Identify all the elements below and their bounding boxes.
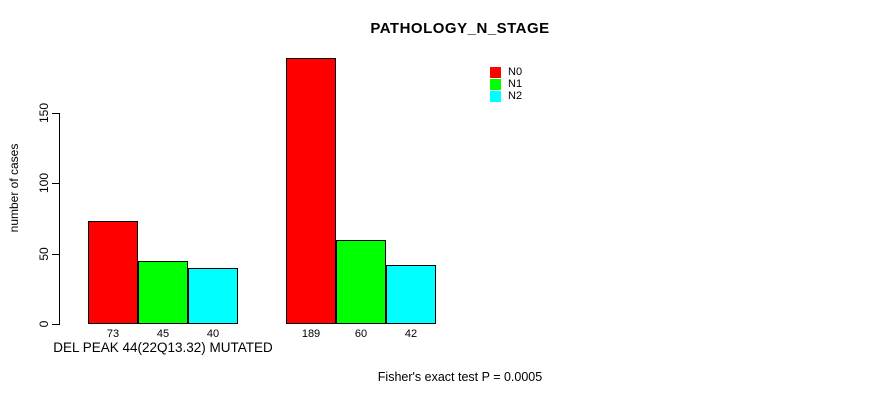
y-tick-label: 150 [37,102,51,124]
bar-value-label: 189 [301,328,321,340]
legend-label: N2 [508,90,523,102]
legend-row-N2: N2 [490,90,522,102]
bar-value-label: 42 [404,328,418,340]
legend-row-N0: N0 [490,66,522,78]
bar-value-label: 45 [156,328,170,340]
bar-N0-group2 [286,58,336,324]
y-tick-label: 100 [37,172,51,194]
bar-value-label: 73 [106,328,120,340]
y-tick [52,324,59,325]
y-tick-label: 50 [37,247,51,261]
bar-N1-group1 [138,261,188,324]
y-tick [52,183,59,184]
legend-label: N1 [508,78,523,90]
y-axis-label: number of cases [7,143,21,233]
legend-swatch-N1 [490,78,501,90]
legend: N0 N1 N2 [490,66,522,102]
y-tick [52,254,59,255]
fisher-test-annotation: Fisher's exact test P = 0.0005 [377,370,543,384]
bar-N2-group2 [386,265,436,324]
bar-value-label: 60 [354,328,368,340]
legend-label: N0 [508,66,523,78]
y-tick [52,113,59,114]
legend-swatch-N0 [490,66,501,78]
y-axis-line [59,113,60,325]
bar-value-label: 40 [206,328,220,340]
bar-N2-group1 [188,268,238,324]
x-group-label: DEL PEAK 44(22Q13.32) MUTATED [53,340,273,355]
legend-swatch-N2 [490,90,501,102]
bar-N1-group2 [336,240,386,324]
legend-row-N1: N1 [490,78,522,90]
y-tick-label: 0 [37,320,51,328]
chart-title: PATHOLOGY_N_STAGE [370,20,550,37]
bar-N0-group1 [88,221,138,324]
